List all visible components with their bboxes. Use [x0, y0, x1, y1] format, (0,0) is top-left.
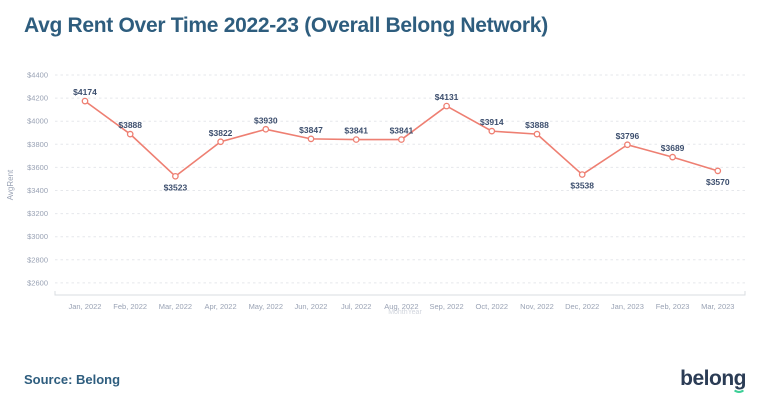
y-axis-title: AvgRent — [6, 169, 15, 200]
y-tick-label: $2600 — [27, 278, 48, 287]
data-point-label: $3523 — [164, 182, 188, 192]
data-point — [126, 130, 134, 138]
data-point — [217, 138, 224, 146]
data-point — [81, 97, 89, 105]
x-tick-label: Dec, 2022 — [565, 302, 599, 311]
data-point-label: $3822 — [209, 128, 233, 138]
x-tick-label: Oct, 2022 — [476, 302, 509, 311]
x-axis-line — [54, 291, 746, 296]
data-point-label: $3796 — [616, 131, 640, 141]
data-point — [352, 136, 360, 143]
data-point-label: $3888 — [525, 120, 549, 130]
data-point-label: $3841 — [390, 126, 414, 136]
y-tick-label: $3800 — [27, 140, 48, 149]
data-point-label: $3847 — [299, 125, 323, 135]
x-tick-label: Jun, 2022 — [295, 302, 328, 311]
y-tick-label: $3200 — [27, 209, 48, 218]
data-point-label: $4131 — [435, 92, 459, 102]
page-title: Avg Rent Over Time 2022-23 (Overall Belo… — [24, 14, 548, 37]
data-point — [624, 141, 631, 149]
x-tick-label: Apr, 2022 — [205, 302, 237, 311]
data-point — [262, 125, 270, 133]
data-point-label: $4174 — [73, 87, 97, 97]
x-axis-title: MonthYear — [388, 309, 422, 316]
y-tick-label: $3600 — [27, 163, 48, 172]
y-tick-label: $4400 — [27, 71, 48, 80]
belong-logo-text: belong — [680, 367, 746, 390]
x-tick-label: Mar, 2023 — [701, 302, 734, 311]
y-tick-label: $4000 — [27, 117, 48, 126]
logo-smile-icon — [732, 380, 746, 393]
data-point-label: $3930 — [254, 115, 278, 125]
y-tick-label: $3000 — [27, 232, 48, 241]
data-point-label: $3914 — [480, 117, 504, 127]
data-point — [172, 172, 179, 180]
data-point — [578, 171, 586, 178]
data-point-label: $3888 — [118, 120, 142, 130]
data-point — [398, 136, 405, 143]
x-tick-label: Aug, 2022 — [384, 302, 418, 311]
source-label: Source: Belong — [24, 372, 121, 387]
data-point — [714, 167, 722, 175]
x-tick-label: Sep, 2022 — [429, 302, 463, 311]
x-tick-label: Mar, 2022 — [159, 302, 192, 311]
x-tick-label: Nov, 2022 — [520, 302, 554, 311]
belong-logo: belong — [680, 366, 746, 393]
y-tick-label: $3400 — [27, 186, 48, 195]
data-point-label: $3689 — [661, 143, 685, 153]
y-tick-label: $4200 — [27, 94, 48, 103]
data-point — [533, 130, 541, 138]
data-point-label: $3841 — [344, 126, 368, 136]
data-point-label: $3570 — [706, 177, 730, 187]
x-tick-label: Jul, 2022 — [341, 302, 371, 311]
x-tick-label: Feb, 2023 — [656, 302, 690, 311]
x-tick-label: Jan, 2023 — [611, 302, 644, 311]
data-point — [669, 153, 676, 161]
x-tick-label: Feb, 2022 — [113, 302, 147, 311]
data-point — [488, 127, 496, 135]
y-tick-label: $2800 — [27, 255, 48, 264]
x-tick-label: May, 2022 — [249, 302, 283, 311]
data-point-label: $3538 — [570, 181, 594, 191]
data-point — [443, 102, 450, 110]
data-point — [307, 135, 315, 143]
x-tick-label: Jan, 2022 — [69, 302, 102, 311]
